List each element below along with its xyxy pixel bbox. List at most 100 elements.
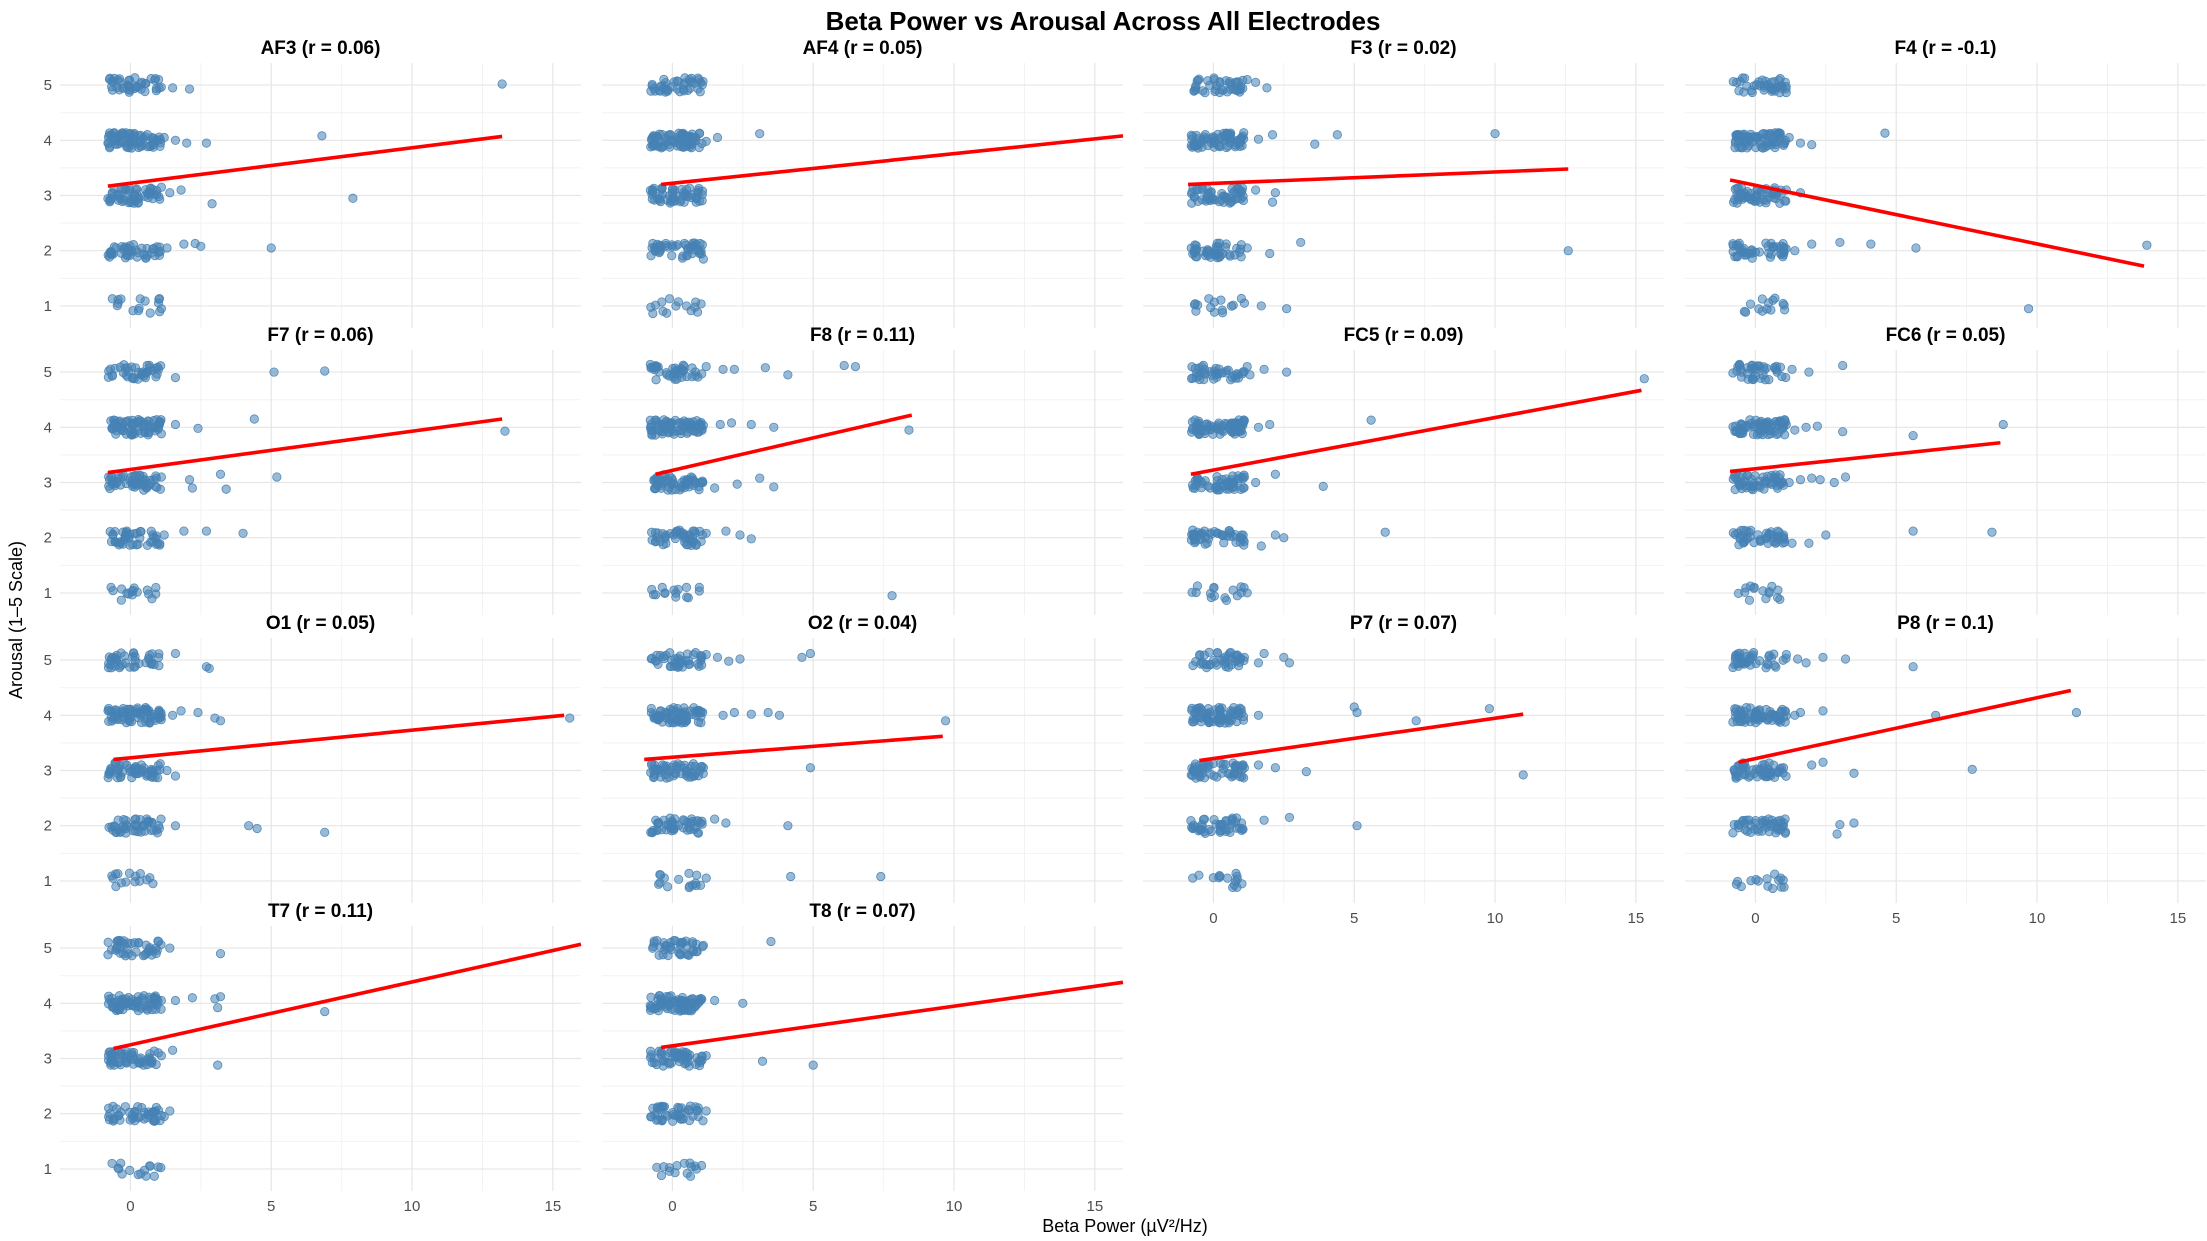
- data-point: [1191, 587, 1201, 598]
- data-point: [168, 83, 178, 93]
- data-point: [786, 871, 796, 882]
- data-point: [1216, 195, 1226, 205]
- x-tick-label: 10: [1487, 910, 1504, 927]
- data-point: [142, 1113, 152, 1123]
- data-point: [125, 662, 135, 672]
- data-point: [1908, 430, 1918, 441]
- data-point: [701, 1051, 711, 1061]
- data-point: [682, 592, 692, 602]
- data-point: [670, 814, 680, 824]
- data-point: [687, 816, 697, 827]
- data-point: [665, 529, 675, 539]
- data-point: [1188, 529, 1198, 539]
- data-point: [657, 1102, 668, 1112]
- data-point: [151, 589, 161, 599]
- data-point: [1221, 366, 1232, 376]
- data-point: [133, 1006, 143, 1016]
- data-point: [1818, 757, 1828, 767]
- data-point: [1780, 827, 1791, 837]
- data-point: [116, 595, 126, 605]
- x-tick-label: 0: [1751, 910, 1759, 927]
- data-point: [1366, 415, 1376, 425]
- data-point: [1242, 588, 1252, 598]
- data-point: [1200, 532, 1210, 542]
- data-point: [115, 1115, 125, 1125]
- data-point: [1191, 306, 1201, 316]
- data-point: [1728, 662, 1738, 673]
- data-point: [1227, 653, 1237, 664]
- data-point: [1224, 480, 1234, 490]
- data-point: [655, 1000, 665, 1010]
- data-point: [133, 1170, 143, 1180]
- data-point: [1818, 706, 1828, 716]
- data-point: [1730, 707, 1740, 717]
- data-point: [1237, 879, 1247, 889]
- data-point: [674, 874, 684, 884]
- data-point: [103, 937, 113, 947]
- data-point: [1838, 360, 1848, 371]
- data-point: [1768, 883, 1778, 894]
- data-point: [1282, 367, 1292, 377]
- data-point: [1840, 472, 1851, 482]
- data-point: [1211, 368, 1221, 378]
- data-point: [676, 1003, 686, 1013]
- data-point: [695, 995, 706, 1006]
- data-point: [1279, 533, 1289, 543]
- data-point: [693, 828, 704, 838]
- data-point: [156, 182, 166, 192]
- data-point: [122, 140, 132, 150]
- data-point: [156, 304, 166, 314]
- data-point: [1760, 142, 1770, 153]
- panel-3: F3 (r = 0.02): [1143, 38, 1664, 328]
- data-point: [1849, 768, 1859, 778]
- data-point: [1757, 294, 1767, 304]
- data-point: [663, 950, 673, 961]
- data-point: [213, 1003, 223, 1013]
- data-point: [658, 306, 668, 316]
- data-point: [760, 363, 770, 373]
- data-point: [1186, 373, 1197, 384]
- data-point: [726, 418, 737, 428]
- data-point: [1733, 588, 1744, 598]
- data-point: [695, 77, 706, 87]
- data-point: [201, 138, 212, 148]
- data-point: [659, 1162, 669, 1172]
- data-point: [156, 1051, 166, 1061]
- data-point: [272, 472, 282, 482]
- data-point: [1284, 812, 1295, 823]
- data-point: [1729, 765, 1739, 775]
- data-point: [140, 826, 150, 836]
- data-point: [1735, 76, 1745, 87]
- data-point: [1253, 760, 1264, 770]
- data-point: [646, 1003, 656, 1013]
- data-point: [201, 526, 212, 536]
- data-point: [684, 1115, 695, 1126]
- data-point: [1780, 196, 1790, 206]
- data-point: [1745, 299, 1756, 309]
- data-point: [114, 74, 125, 84]
- data-point: [656, 1170, 667, 1181]
- data-point: [153, 760, 163, 771]
- x-tick-label: 15: [1627, 910, 1644, 927]
- data-point: [1764, 827, 1774, 837]
- data-point: [746, 709, 756, 719]
- data-point: [153, 364, 164, 374]
- panel-title: T7 (r = 0.11): [268, 901, 373, 922]
- data-point: [1484, 704, 1494, 714]
- data-point: [681, 582, 692, 592]
- data-point: [110, 1057, 120, 1067]
- data-point: [159, 530, 169, 540]
- data-point: [667, 705, 678, 716]
- data-point: [182, 138, 192, 148]
- data-point: [1815, 475, 1825, 485]
- chart-title: Beta Power vs Arousal Across All Electro…: [826, 6, 1381, 36]
- x-tick-label: 10: [946, 1198, 963, 1215]
- data-point: [661, 241, 671, 251]
- data-point: [132, 821, 142, 831]
- data-point: [1832, 829, 1842, 839]
- data-point: [1270, 188, 1280, 198]
- data-point: [1778, 419, 1789, 430]
- data-point: [755, 473, 765, 483]
- data-point: [653, 817, 664, 828]
- data-point: [1209, 307, 1219, 317]
